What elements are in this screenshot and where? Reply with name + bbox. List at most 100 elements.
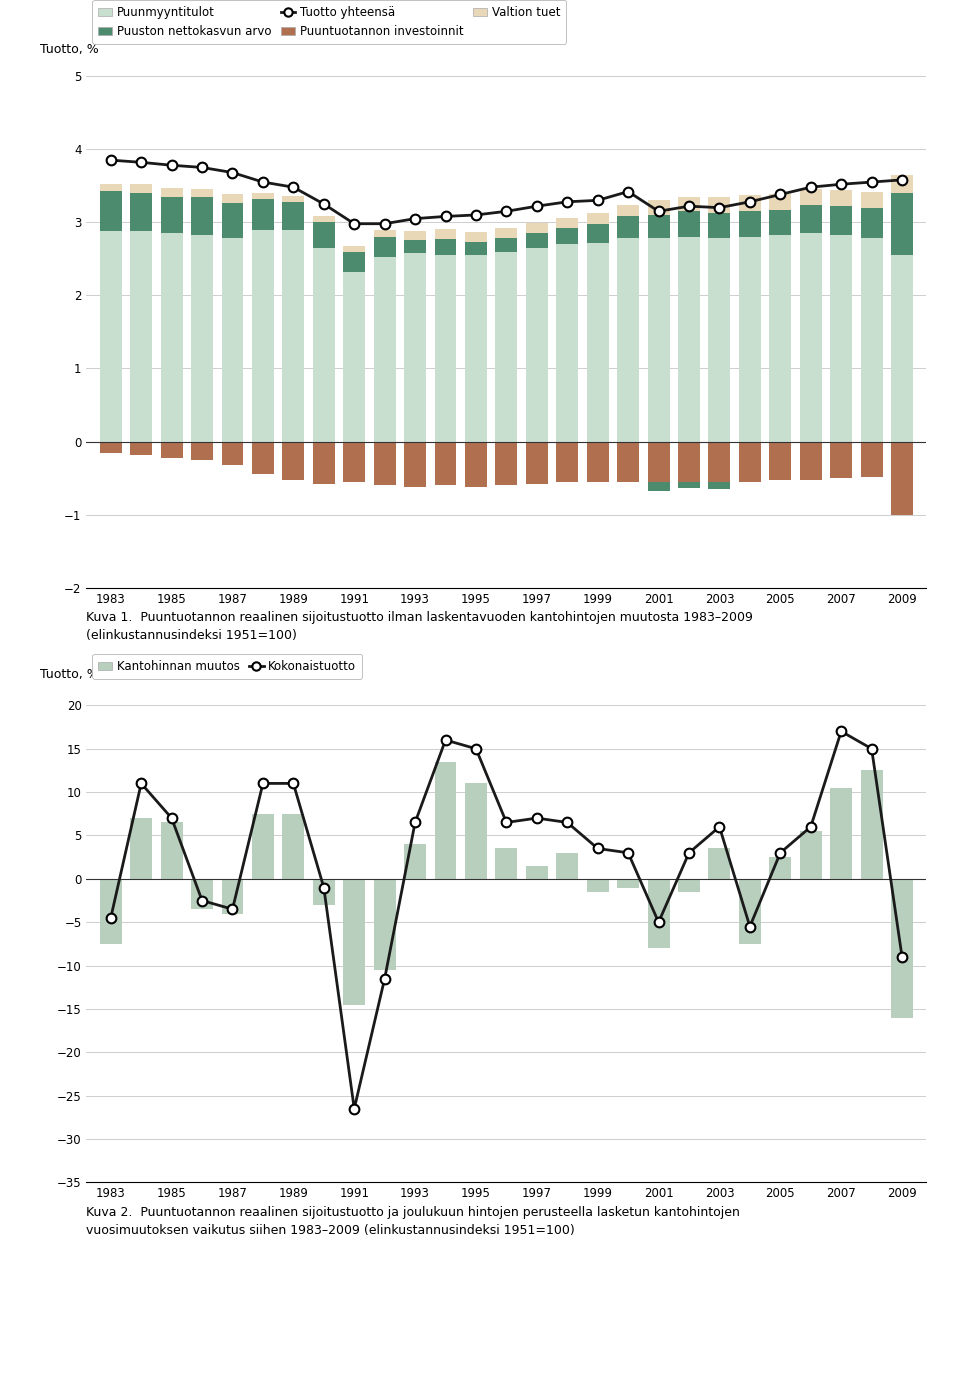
Bar	[465, 232, 487, 242]
Bar	[282, 441, 304, 480]
Bar	[344, 252, 365, 272]
Bar	[313, 248, 335, 441]
Bar	[282, 196, 304, 202]
Bar	[769, 210, 791, 235]
Bar	[830, 788, 852, 878]
Bar	[678, 196, 700, 212]
Bar	[739, 441, 761, 481]
Legend: Kantohinnan muutos, Kokonaistuotto: Kantohinnan muutos, Kokonaistuotto	[92, 654, 362, 679]
Bar	[708, 441, 731, 481]
Text: Tuotto, %: Tuotto, %	[40, 43, 99, 55]
Bar	[800, 234, 822, 441]
Bar	[222, 203, 244, 238]
Bar	[861, 770, 882, 878]
Bar	[404, 253, 426, 441]
Bar	[131, 231, 152, 441]
Bar	[617, 878, 639, 888]
Bar	[830, 189, 852, 206]
Bar	[160, 196, 182, 234]
Bar	[587, 243, 609, 441]
Legend: Puunmyyntitulot, Puuston nettokasvun arvo, Tuotto yhteensä, Puuntuotannon invest: Puunmyyntitulot, Puuston nettokasvun arv…	[92, 0, 566, 44]
Bar	[373, 230, 396, 236]
Bar	[648, 878, 669, 949]
Bar	[617, 216, 639, 238]
Bar	[587, 878, 609, 892]
Bar	[678, 481, 700, 488]
Bar	[313, 216, 335, 223]
Bar	[830, 206, 852, 235]
Text: Kuva 1.  Puuntuotannon reaalinen sijoitustuotto ilman laskentavuoden kantohintoj: Kuva 1. Puuntuotannon reaalinen sijoitus…	[86, 611, 754, 642]
Bar	[191, 188, 213, 198]
Bar	[769, 857, 791, 878]
Bar	[191, 235, 213, 441]
Bar	[191, 878, 213, 909]
Bar	[556, 219, 578, 228]
Bar	[313, 441, 335, 484]
Bar	[313, 878, 335, 904]
Text: Tuotto, %: Tuotto, %	[40, 668, 99, 682]
Bar	[465, 783, 487, 878]
Bar	[708, 238, 731, 441]
Bar	[131, 184, 152, 194]
Bar	[891, 194, 913, 256]
Bar	[160, 188, 182, 196]
Bar	[830, 441, 852, 479]
Bar	[526, 441, 548, 484]
Bar	[891, 256, 913, 441]
Bar	[769, 441, 791, 480]
Bar	[495, 849, 517, 878]
Bar	[526, 223, 548, 234]
Bar	[678, 441, 700, 481]
Bar	[891, 441, 913, 514]
Text: 2: 2	[14, 1361, 24, 1375]
Bar	[495, 238, 517, 252]
Bar	[100, 878, 122, 945]
Bar	[435, 762, 457, 878]
Bar	[587, 441, 609, 481]
Bar	[131, 441, 152, 455]
Bar	[373, 236, 396, 257]
Bar	[131, 819, 152, 878]
Bar	[435, 256, 457, 441]
Bar	[861, 238, 882, 441]
Bar	[587, 224, 609, 243]
Bar	[373, 441, 396, 485]
Bar	[556, 245, 578, 441]
Bar	[344, 272, 365, 441]
Text: Kuva 2.  Puuntuotannon reaalinen sijoitustuotto ja joulukuun hintojen perusteell: Kuva 2. Puuntuotannon reaalinen sijoitus…	[86, 1206, 740, 1236]
Bar	[800, 206, 822, 234]
Bar	[891, 878, 913, 1018]
Bar	[282, 813, 304, 878]
Bar	[861, 207, 882, 238]
Bar	[435, 441, 457, 485]
Bar	[465, 441, 487, 487]
Bar	[131, 194, 152, 231]
Bar	[252, 194, 274, 199]
Bar	[313, 223, 335, 248]
Bar	[160, 441, 182, 458]
Bar	[526, 866, 548, 878]
Bar	[404, 844, 426, 878]
Bar	[465, 256, 487, 441]
Bar	[252, 199, 274, 230]
Bar	[678, 212, 700, 236]
Bar	[861, 441, 882, 477]
Bar	[708, 481, 731, 490]
Bar	[344, 878, 365, 1004]
Bar	[222, 238, 244, 441]
Bar	[556, 228, 578, 245]
Bar	[252, 813, 274, 878]
Bar	[191, 198, 213, 235]
Bar	[556, 441, 578, 481]
Bar	[648, 238, 669, 441]
Bar	[160, 234, 182, 441]
Bar	[100, 191, 122, 231]
Bar	[587, 213, 609, 224]
Bar	[465, 242, 487, 256]
Bar	[160, 823, 182, 878]
Bar	[100, 184, 122, 191]
Bar	[526, 248, 548, 441]
Bar	[495, 228, 517, 238]
Bar	[191, 441, 213, 459]
Bar	[769, 235, 791, 441]
